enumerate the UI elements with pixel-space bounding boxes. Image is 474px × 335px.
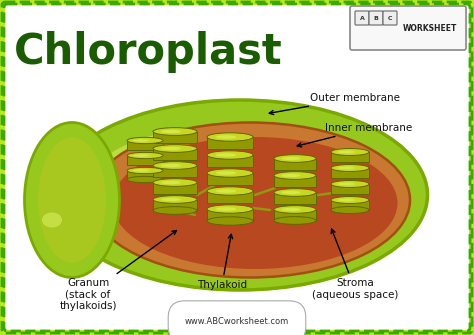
Ellipse shape [207,205,253,213]
Bar [274,193,316,203]
Bar [207,137,253,149]
Ellipse shape [38,137,106,263]
Bar [153,183,197,194]
Ellipse shape [216,207,237,211]
Text: Chloroplast: Chloroplast [14,31,283,73]
Ellipse shape [127,137,163,144]
Ellipse shape [274,217,316,224]
Ellipse shape [127,176,163,183]
Ellipse shape [153,179,197,186]
Ellipse shape [337,166,355,170]
Ellipse shape [282,157,301,160]
Bar [153,165,197,177]
Ellipse shape [337,150,355,153]
Ellipse shape [133,154,149,157]
Ellipse shape [282,174,301,177]
Ellipse shape [274,206,316,213]
Ellipse shape [216,171,237,175]
Ellipse shape [331,206,369,213]
Ellipse shape [282,208,301,211]
Ellipse shape [274,155,316,162]
Ellipse shape [274,189,316,196]
Text: B: B [374,15,378,20]
Ellipse shape [207,133,253,141]
Ellipse shape [161,147,181,150]
Bar [127,171,163,180]
Ellipse shape [331,197,369,203]
Ellipse shape [337,183,355,186]
Bar [207,155,253,167]
Ellipse shape [207,169,253,177]
Ellipse shape [216,189,237,193]
Ellipse shape [153,207,197,214]
Bar [153,148,197,159]
Ellipse shape [207,187,253,195]
FancyBboxPatch shape [355,11,369,25]
Ellipse shape [25,123,119,277]
Ellipse shape [331,164,369,172]
Ellipse shape [337,199,355,201]
Ellipse shape [161,198,181,201]
Bar [274,209,316,220]
Bar [331,168,369,178]
Ellipse shape [112,137,398,269]
FancyBboxPatch shape [369,11,383,25]
Ellipse shape [127,168,163,174]
Ellipse shape [91,127,269,203]
Ellipse shape [53,100,428,290]
Ellipse shape [216,153,237,157]
Ellipse shape [274,172,316,179]
Text: www.ABCworksheet.com: www.ABCworksheet.com [185,318,289,327]
Bar [127,155,163,164]
Ellipse shape [42,212,62,227]
Text: Thylakoid: Thylakoid [197,234,247,290]
Ellipse shape [161,164,181,167]
Ellipse shape [282,191,301,194]
Ellipse shape [207,151,253,159]
Ellipse shape [216,135,237,139]
Bar [331,152,369,162]
Text: C: C [388,15,392,20]
Ellipse shape [90,123,410,277]
Ellipse shape [133,169,149,172]
Ellipse shape [161,130,181,133]
Text: Inner membrane: Inner membrane [297,123,412,147]
Text: Granum
(stack of
thylakoids): Granum (stack of thylakoids) [59,230,176,311]
Ellipse shape [153,128,197,135]
Bar [331,184,369,194]
Bar [153,200,197,210]
Bar [127,140,163,149]
Ellipse shape [153,196,197,203]
Text: Stroma
(aqueous space): Stroma (aqueous space) [312,229,398,299]
Text: WORKSHEET: WORKSHEET [403,23,457,32]
Text: Outer membrane: Outer membrane [269,93,400,115]
Bar [207,209,253,221]
Ellipse shape [161,181,181,184]
FancyBboxPatch shape [350,6,466,50]
Ellipse shape [133,139,149,142]
Bar [274,158,316,170]
Ellipse shape [331,181,369,188]
Bar [207,191,253,203]
Ellipse shape [207,217,253,225]
Ellipse shape [331,148,369,155]
FancyBboxPatch shape [383,11,397,25]
Ellipse shape [153,162,197,170]
Bar [207,173,253,185]
FancyBboxPatch shape [5,5,469,330]
Bar [331,200,369,210]
Ellipse shape [127,152,163,159]
Text: A: A [360,15,365,20]
Ellipse shape [153,145,197,152]
Bar [153,132,197,142]
Bar [274,176,316,187]
